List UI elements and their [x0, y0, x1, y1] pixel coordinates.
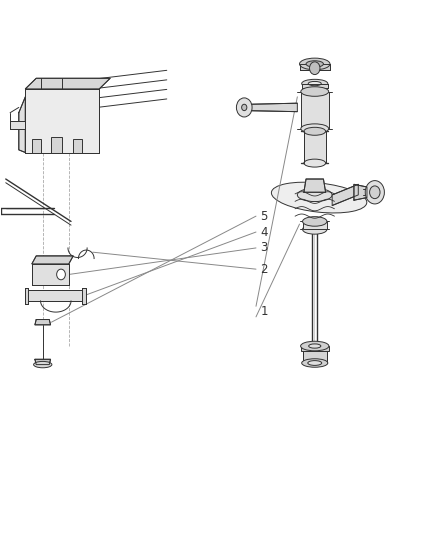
Polygon shape [25, 89, 99, 152]
Polygon shape [245, 103, 297, 112]
Text: 5: 5 [260, 209, 268, 223]
Circle shape [310, 62, 320, 75]
Polygon shape [25, 78, 110, 89]
Circle shape [370, 186, 380, 199]
Polygon shape [35, 359, 50, 365]
Polygon shape [28, 290, 82, 301]
Circle shape [57, 269, 65, 280]
Ellipse shape [302, 359, 328, 367]
Polygon shape [304, 179, 325, 192]
Polygon shape [304, 131, 325, 163]
Ellipse shape [303, 224, 327, 234]
Text: 1: 1 [260, 305, 268, 318]
Circle shape [237, 98, 252, 117]
Text: 3: 3 [260, 241, 268, 254]
Ellipse shape [297, 188, 332, 201]
Ellipse shape [301, 87, 328, 96]
Polygon shape [300, 64, 330, 70]
Ellipse shape [301, 124, 328, 133]
Ellipse shape [302, 79, 328, 88]
Polygon shape [10, 120, 25, 128]
Polygon shape [82, 288, 86, 304]
Polygon shape [332, 184, 358, 206]
Circle shape [242, 104, 247, 111]
Ellipse shape [304, 159, 325, 167]
Polygon shape [32, 264, 69, 285]
Text: 4: 4 [260, 225, 268, 239]
Polygon shape [32, 139, 41, 152]
Ellipse shape [300, 58, 330, 70]
Polygon shape [51, 136, 62, 152]
Ellipse shape [272, 182, 367, 213]
Polygon shape [19, 97, 25, 152]
Ellipse shape [306, 61, 323, 67]
Ellipse shape [308, 361, 322, 366]
Ellipse shape [309, 344, 321, 348]
Polygon shape [25, 288, 28, 304]
Ellipse shape [308, 82, 321, 86]
Ellipse shape [34, 361, 52, 368]
Text: 2: 2 [260, 263, 268, 276]
Polygon shape [73, 139, 82, 152]
Polygon shape [354, 184, 367, 200]
Polygon shape [303, 351, 327, 363]
Circle shape [365, 181, 385, 204]
Polygon shape [32, 256, 73, 264]
Polygon shape [301, 92, 328, 128]
Polygon shape [301, 346, 328, 351]
Polygon shape [302, 84, 328, 88]
Polygon shape [303, 221, 327, 229]
Ellipse shape [304, 127, 325, 135]
Polygon shape [35, 319, 50, 325]
Ellipse shape [300, 341, 329, 351]
Ellipse shape [303, 216, 327, 226]
